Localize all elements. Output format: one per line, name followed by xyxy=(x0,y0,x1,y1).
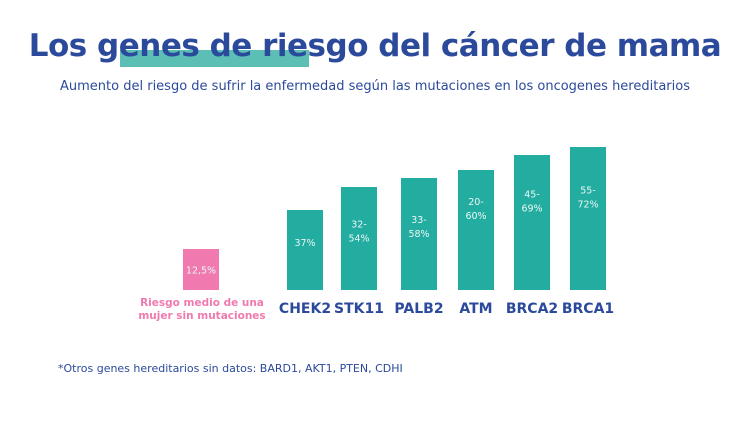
data-label: 32- xyxy=(351,220,367,231)
tick-label: STK11 xyxy=(334,301,384,317)
bar-riesgo-medio-de-una-mujer-sin-mutaciones xyxy=(183,249,219,290)
data-label: 54% xyxy=(348,234,369,245)
data-label: 72% xyxy=(577,200,598,211)
data-label: 69% xyxy=(521,204,542,215)
data-label: 20- xyxy=(468,197,484,208)
bar-atm xyxy=(458,170,494,290)
data-label: 33- xyxy=(411,215,427,226)
bar-brca1 xyxy=(570,147,606,290)
tick-label: ATM xyxy=(459,301,492,317)
data-label: 45- xyxy=(524,190,540,201)
tick-label: mujer sin mutaciones xyxy=(138,310,265,322)
tick-label: BRCA2 xyxy=(506,301,558,317)
tick-label: Riesgo medio de una xyxy=(140,297,264,309)
tick-label: PALB2 xyxy=(394,301,443,317)
title-highlight xyxy=(120,50,309,67)
page-title: Los genes de riesgo del cáncer de mama xyxy=(28,28,722,64)
data-label: 58% xyxy=(408,229,429,240)
data-label: 37% xyxy=(294,238,315,249)
tick-label: CHEK2 xyxy=(279,301,331,317)
tick-label: BRCA1 xyxy=(562,301,614,317)
data-label: 55- xyxy=(580,186,596,197)
footnote: *Otros genes hereditarios sin datos: BAR… xyxy=(58,362,403,375)
data-label: 12,5% xyxy=(186,266,216,277)
bar-stk11 xyxy=(341,187,377,290)
data-label: 60% xyxy=(465,211,486,222)
bar-chek2 xyxy=(287,210,323,290)
subtitle: Aumento del riesgo de sufrir la enfermed… xyxy=(60,79,690,94)
bar-brca2 xyxy=(514,155,550,290)
bar-palb2 xyxy=(401,178,437,290)
